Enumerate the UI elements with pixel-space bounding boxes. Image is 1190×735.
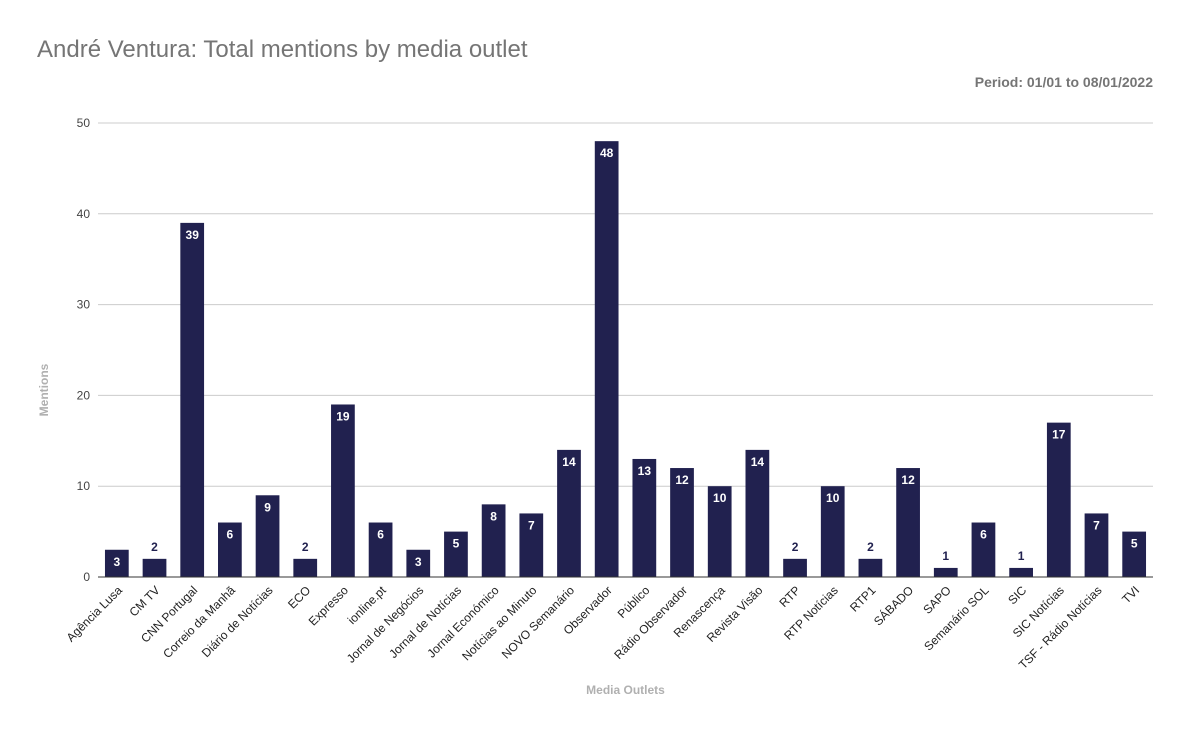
bar — [406, 549, 431, 577]
data-label: 1 — [1018, 549, 1025, 563]
bar — [368, 522, 393, 577]
bar — [896, 468, 920, 577]
bar — [783, 558, 807, 577]
x-axis-label: Media Outlets — [586, 683, 665, 697]
data-label: 39 — [186, 228, 200, 242]
data-label: 2 — [302, 540, 309, 554]
bar — [255, 495, 280, 577]
data-label: 5 — [1131, 537, 1138, 551]
data-label: 7 — [528, 518, 535, 532]
y-tick-label: 50 — [77, 116, 91, 130]
x-tick-label: CM TV — [126, 583, 162, 619]
bar — [142, 558, 167, 577]
bar — [707, 486, 732, 577]
bar — [481, 504, 506, 577]
data-label: 10 — [713, 491, 727, 505]
y-axis-label: Mentions — [37, 363, 51, 416]
y-tick-label: 0 — [83, 570, 90, 584]
data-label: 5 — [453, 537, 460, 551]
bar — [557, 449, 581, 577]
bar — [180, 222, 205, 577]
bar — [331, 404, 355, 577]
bar — [594, 141, 619, 577]
bar — [519, 513, 544, 577]
chart-subtitle: Period: 01/01 to 08/01/2022 — [974, 74, 1153, 90]
data-label: 2 — [792, 540, 799, 554]
data-label: 6 — [980, 528, 987, 542]
bar — [933, 567, 958, 577]
y-tick-label: 10 — [77, 479, 91, 493]
x-tick-label: ECO — [285, 583, 313, 611]
data-label: 9 — [264, 500, 271, 514]
data-label: 14 — [751, 455, 765, 469]
gridlines — [98, 122, 1153, 487]
y-tick-label: 30 — [77, 298, 91, 312]
data-label: 3 — [113, 555, 120, 569]
chart-title: André Ventura: Total mentions by media o… — [37, 36, 528, 63]
data-label: 19 — [336, 409, 350, 423]
data-label: 12 — [675, 473, 689, 487]
bar — [971, 522, 996, 577]
bar — [104, 549, 129, 577]
x-tick-label: SAPO — [920, 583, 953, 616]
data-label: 1 — [942, 549, 949, 563]
data-label: 8 — [490, 509, 497, 523]
data-label: 13 — [638, 464, 652, 478]
bar — [858, 558, 883, 577]
data-label: 10 — [826, 491, 840, 505]
data-label: 14 — [562, 455, 576, 469]
data-label: 6 — [377, 528, 384, 542]
bars: 3 2 39 6 9 2 19 6 3 5 8 7 14 48 13 12 10 14 2 10 2 12 1 6 1 17 7 5 — [104, 141, 1147, 577]
x-tick-label: SIC — [1005, 583, 1029, 607]
x-tick-label: Semanário SOL — [921, 583, 992, 654]
x-tick-label: RTP — [776, 583, 803, 610]
y-tick-label: 20 — [77, 388, 91, 402]
x-tick-label: RTP1 — [847, 583, 879, 615]
data-label: 48 — [600, 146, 614, 160]
data-label: 7 — [1093, 518, 1100, 532]
bar — [444, 531, 468, 577]
bar — [820, 486, 845, 577]
data-label: 17 — [1052, 428, 1066, 442]
bar — [670, 468, 694, 577]
bar — [1084, 513, 1109, 577]
data-label: 2 — [151, 540, 158, 554]
data-label: 2 — [867, 540, 874, 554]
bar — [632, 458, 657, 577]
data-label: 12 — [901, 473, 915, 487]
y-tick-label: 40 — [77, 207, 91, 221]
bar — [1046, 422, 1071, 577]
data-label: 6 — [227, 528, 234, 542]
bar — [1122, 531, 1147, 577]
bar — [1009, 567, 1033, 577]
x-tick-label: Diário de Notícias — [199, 583, 276, 660]
x-tick-label: Expresso — [306, 583, 352, 629]
bar — [218, 522, 242, 577]
bar — [293, 558, 318, 577]
data-label: 3 — [415, 555, 422, 569]
x-tick-label: TVI — [1119, 583, 1142, 606]
y-axis-ticks: 0 10 20 30 40 50 — [77, 116, 91, 584]
bar — [745, 449, 770, 577]
x-tick-label: Agência Lusa — [64, 583, 126, 645]
x-tick-label: SÁBADO — [870, 583, 916, 629]
